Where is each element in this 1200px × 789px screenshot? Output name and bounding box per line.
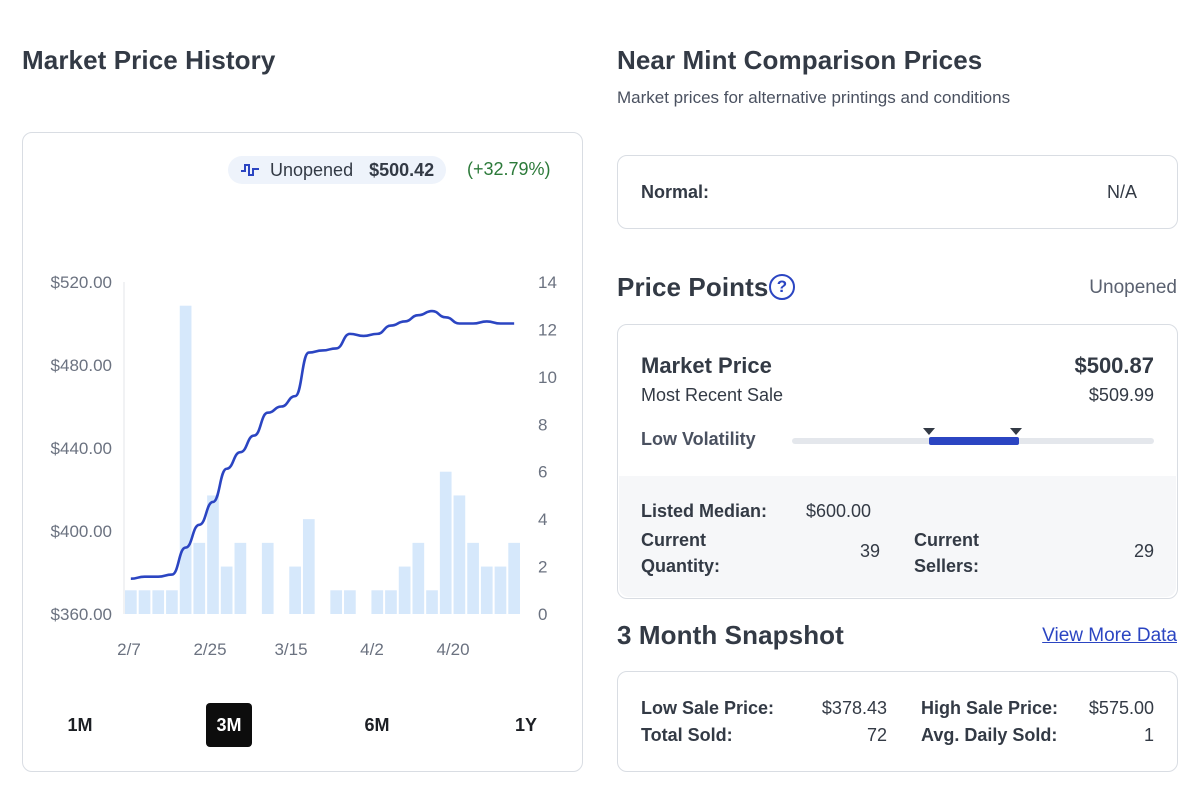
right-tick-label: 6: [538, 463, 547, 482]
volume-bar: [152, 590, 165, 614]
right-tick-label: 12: [538, 320, 557, 339]
range-button-3m[interactable]: 3M: [206, 703, 252, 747]
volume-bar: [166, 590, 178, 614]
listed-median-value: $600.00: [806, 501, 872, 521]
volume-bar: [494, 566, 507, 614]
left-tick-label: $440.00: [51, 439, 112, 458]
volume-bar: [480, 566, 493, 614]
current-quantity-value: 39: [859, 541, 880, 561]
current-quantity-label: Current Quantity:: [641, 530, 720, 576]
avg-daily-value: 1: [1143, 725, 1154, 745]
x-tick-label: 2/25: [193, 640, 226, 659]
price-points-card: Market Price $500.87 Most Recent Sale $5…: [617, 324, 1178, 599]
x-tick-label: 2/7: [117, 640, 141, 659]
view-more-data-link[interactable]: View More Data: [1042, 625, 1177, 646]
price-points-details-panel: [619, 476, 1176, 597]
legend-pill[interactable]: Unopened $500.42: [228, 156, 447, 184]
volume-bar: [467, 542, 479, 614]
left-tick-label: $400.00: [51, 522, 112, 541]
price-points-title: Price Points: [617, 272, 769, 302]
low-sale-label: Low Sale Price:: [641, 698, 775, 718]
total-sold-label: Total Sold:: [641, 725, 733, 745]
volume-bar: [220, 566, 233, 614]
help-icon[interactable]: ?: [769, 274, 795, 300]
right-tick-label: 0: [538, 605, 547, 624]
left-tick-label: $480.00: [51, 356, 112, 375]
market-price-value: $500.87: [1074, 353, 1154, 378]
normal-price-card: Normal: N/A: [617, 155, 1178, 229]
volume-bar: [371, 590, 384, 614]
high-sale-label: High Sale Price:: [921, 698, 1059, 718]
total-sold-value: 72: [866, 725, 887, 745]
step-line-icon: [241, 164, 259, 176]
market-price-history-title: Market Price History: [22, 45, 276, 75]
legend-change: (+32.79%): [467, 159, 551, 179]
comparison-prices-title: Near Mint Comparison Prices: [617, 45, 983, 75]
volume-bar: [439, 471, 452, 614]
normal-value: N/A: [1106, 182, 1137, 202]
right-tick-label: 10: [538, 368, 557, 387]
recent-sale-value: $509.99: [1088, 385, 1154, 405]
comparison-prices-subtitle: Market prices for alternative printings …: [617, 88, 1011, 107]
volume-bar: [138, 590, 151, 614]
price-chart-card: Unopened $500.42 (+32.79%) $520.00 $480.0…: [22, 132, 583, 772]
right-tick-label: 14: [538, 273, 557, 292]
listed-median-label: Listed Median:: [641, 501, 768, 521]
volume-bar: [234, 542, 247, 614]
volume-bar: [125, 590, 137, 614]
volume-bar: [179, 305, 192, 614]
legend-label: Unopened: [270, 159, 354, 180]
low-sale-value: $378.43: [821, 698, 887, 718]
left-tick-label: $520.00: [51, 273, 112, 292]
price-line: [130, 309, 515, 581]
range-button-1y[interactable]: 1Y: [514, 715, 538, 735]
volume-bar: [330, 590, 343, 614]
volume-bar: [344, 590, 356, 614]
volume-bar: [412, 542, 425, 614]
normal-label: Normal:: [641, 182, 710, 202]
snapshot-title: 3 Month Snapshot: [617, 620, 844, 650]
current-sellers-value: 29: [1133, 541, 1154, 561]
volume-bar: [193, 542, 206, 614]
range-button-1m[interactable]: 1M: [67, 715, 93, 735]
volume-bar: [302, 519, 315, 614]
snapshot-card: Low Sale Price: $378.43 High Sale Price:…: [617, 671, 1178, 772]
volume-bar: [398, 566, 411, 614]
x-tick-label: 3/15: [274, 640, 307, 659]
volume-bar: [426, 590, 438, 614]
volume-bar: [453, 495, 466, 614]
price-points-condition: Unopened: [1089, 277, 1177, 298]
x-tick-label: 4/20: [436, 640, 469, 659]
volume-bar: [207, 495, 219, 614]
right-tick-label: 4: [538, 510, 547, 529]
x-tick-label: 4/2: [360, 640, 384, 659]
volatility-meter: [792, 428, 1154, 445]
volume-bar: [261, 542, 274, 614]
volume-bar: [289, 566, 301, 614]
volatility-marker-low: [923, 428, 935, 435]
left-tick-label: $360.00: [51, 605, 112, 624]
avg-daily-label: Avg. Daily Sold:: [921, 725, 1058, 745]
high-sale-value: $575.00: [1088, 698, 1154, 718]
volume-bar: [508, 542, 520, 614]
volume-bar: [385, 590, 397, 614]
right-tick-label: 8: [538, 415, 547, 434]
market-price-label: Market Price: [641, 353, 772, 378]
current-sellers-label: Current Sellers:: [914, 530, 980, 576]
volatility-marker-high: [1010, 428, 1022, 435]
range-button-6m[interactable]: 6M: [364, 715, 390, 735]
legend-value: $500.42: [369, 159, 435, 180]
price-history-chart: $520.00 $480.00 $440.00 $400.00 $360.00 14 12 1…: [51, 273, 557, 659]
right-tick-label: 2: [538, 558, 547, 577]
recent-sale-label: Most Recent Sale: [641, 385, 784, 405]
volatility-label: Low Volatility: [641, 429, 756, 449]
